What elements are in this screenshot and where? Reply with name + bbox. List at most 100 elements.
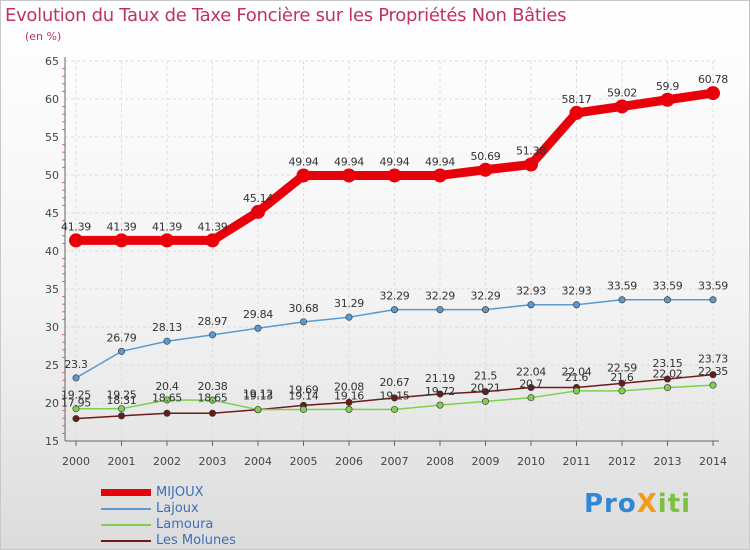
legend-label-lajoux: Lajoux (156, 501, 199, 516)
data-point-les-molunes (663, 375, 671, 383)
data-point-les-molunes (481, 388, 489, 396)
data-label-les-molunes: 17.95 (61, 397, 91, 410)
data-label-lamoura: 20.38 (198, 380, 228, 393)
x-tick-label: 2002 (153, 455, 181, 468)
data-label-lamoura: 20.7 (519, 378, 543, 391)
logo-part-x: X (636, 489, 658, 519)
data-point-lamoura (254, 406, 262, 414)
data-label-lamoura: 19.15 (380, 389, 410, 402)
data-point-les-molunes (618, 379, 626, 387)
data-label-lajoux: 32.29 (425, 290, 455, 303)
legend-swatch-mijoux (101, 489, 151, 496)
data-label-les-molunes: 18.65 (152, 391, 182, 404)
data-label-les-molunes: 21.5 (474, 370, 498, 383)
data-point-lajoux (527, 301, 535, 309)
data-point-lajoux (572, 301, 580, 309)
data-point-les-molunes (527, 383, 535, 391)
data-point-lajoux (481, 306, 489, 314)
x-tick-label: 2010 (517, 455, 545, 468)
y-tick-label: 60 (45, 93, 59, 106)
data-point-mijoux (342, 168, 356, 183)
data-label-lajoux: 33.59 (653, 280, 683, 293)
x-tick-label: 2005 (290, 455, 318, 468)
data-point-lajoux (254, 324, 262, 332)
data-point-lajoux (618, 296, 626, 304)
data-label-mijoux: 59.02 (607, 86, 637, 99)
data-label-mijoux: 60.78 (698, 73, 728, 86)
data-label-lamoura: 19.72 (425, 385, 455, 398)
data-point-mijoux (251, 204, 265, 219)
chart-title: Evolution du Taux de Taxe Foncière sur l… (5, 5, 567, 26)
data-label-les-molunes: 21.19 (425, 372, 455, 385)
data-label-lamoura: 22.02 (653, 368, 683, 381)
legend-label-les-molunes: Les Molunes (156, 533, 236, 548)
data-label-les-molunes: 18.31 (107, 394, 137, 407)
data-label-mijoux: 41.39 (61, 220, 91, 233)
x-tick-label: 2000 (62, 455, 90, 468)
x-tick-label: 2009 (472, 455, 500, 468)
data-point-lamoura (527, 394, 535, 402)
data-label-les-molunes: 22.04 (562, 365, 592, 378)
data-label-lajoux: 28.13 (152, 321, 182, 334)
data-point-lajoux (709, 296, 717, 304)
data-point-mijoux (205, 233, 220, 248)
data-point-les-molunes (390, 394, 398, 402)
data-label-lamoura: 19.25 (61, 389, 91, 402)
x-tick-label: 2001 (108, 455, 136, 468)
data-point-lamoura (618, 387, 626, 395)
x-tick-label: 2008 (426, 455, 454, 468)
data-label-lajoux: 32.29 (471, 290, 501, 303)
data-label-mijoux: 49.94 (334, 155, 364, 168)
data-label-lamoura: 21.6 (610, 371, 634, 384)
data-label-mijoux: 49.94 (425, 155, 455, 168)
x-tick-label: 2014 (699, 455, 727, 468)
x-tick-label: 2004 (244, 455, 272, 468)
data-point-mijoux (478, 162, 493, 177)
data-label-mijoux: 41.39 (152, 220, 182, 233)
series-layer (69, 86, 720, 423)
data-point-lamoura (163, 396, 171, 404)
data-point-mijoux (69, 233, 83, 248)
y-tick-label: 65 (45, 55, 59, 68)
x-tick-label: 2006 (335, 455, 363, 468)
y-tick-label: 50 (45, 169, 59, 182)
axes: 15 20 25 30 35 40 45 50 55 60 65 2000 2001 2002 2003 20… (45, 55, 727, 468)
data-point-lajoux (299, 318, 307, 326)
data-point-les-molunes (163, 409, 171, 417)
y-tick-label: 35 (45, 283, 59, 296)
x-tick-label: 2012 (608, 455, 636, 468)
data-label-les-molunes: 19.12 (243, 388, 273, 401)
data-point-mijoux (160, 233, 174, 248)
data-label-lajoux: 32.93 (562, 285, 592, 298)
data-label-lamoura: 19.25 (107, 389, 137, 402)
data-point-lamoura (436, 401, 444, 409)
data-label-lajoux: 23.3 (64, 358, 88, 371)
data-point-lamoura (709, 381, 717, 389)
data-point-lajoux (345, 313, 353, 321)
data-point-mijoux (296, 168, 311, 183)
data-label-lajoux: 32.29 (380, 290, 410, 303)
data-point-lajoux (72, 374, 80, 382)
x-tick-label: 2003 (199, 455, 227, 468)
data-label-lajoux: 31.29 (334, 297, 364, 310)
data-label-lamoura: 20.21 (471, 381, 501, 394)
legend-label-mijoux: MIJOUX (156, 485, 204, 500)
data-label-les-molunes: 23.73 (698, 353, 728, 366)
data-label-lajoux: 26.79 (107, 331, 137, 344)
proxiti-logo: ProXiti (584, 489, 691, 519)
y-axis-unit: (en %) (25, 30, 62, 43)
y-tick-label: 25 (45, 359, 59, 372)
data-label-les-molunes: 20.67 (380, 376, 410, 389)
data-label-lajoux: 30.68 (289, 302, 319, 315)
data-label-lajoux: 33.59 (698, 280, 728, 293)
data-label-lamoura: 19.14 (289, 390, 319, 403)
data-label-mijoux: 41.39 (198, 220, 228, 233)
x-tick-label: 2013 (654, 455, 682, 468)
legend-swatch-lamoura (101, 524, 151, 526)
data-label-lamoura: 22.35 (698, 365, 728, 378)
data-label-les-molunes: 20.08 (334, 380, 364, 393)
data-point-les-molunes (209, 409, 217, 417)
y-tick-label: 45 (45, 207, 59, 220)
data-point-lajoux (390, 306, 398, 314)
